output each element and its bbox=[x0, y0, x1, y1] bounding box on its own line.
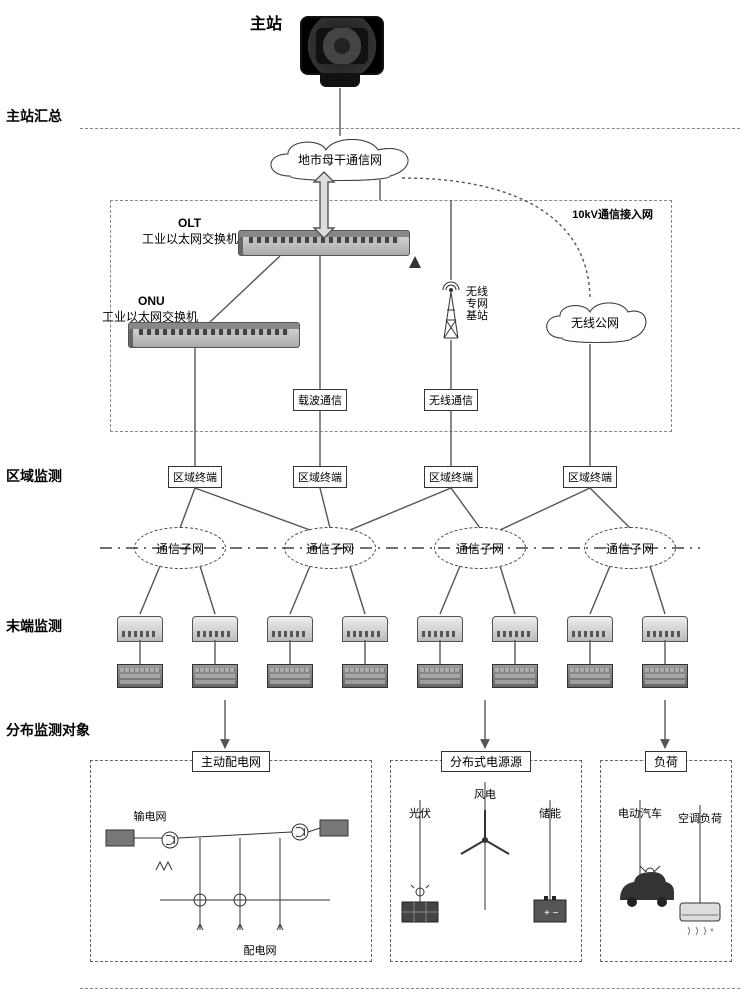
end-panel-3 bbox=[267, 664, 313, 688]
public-wireless-label: 无线公网 bbox=[571, 314, 619, 331]
area-terminal-3: 区域终端 bbox=[424, 466, 478, 488]
dist-grid-label: 配电网 bbox=[244, 942, 277, 958]
tx-grid-label: 输电网 bbox=[134, 808, 167, 824]
divider-1 bbox=[80, 128, 740, 129]
end-onu-3 bbox=[267, 616, 313, 642]
wireless-comm-box: 无线通信 bbox=[424, 389, 478, 411]
end-panel-4 bbox=[342, 664, 388, 688]
target-grid-title: 主动配电网 bbox=[192, 751, 270, 772]
backbone-label: 地市母干通信网 bbox=[298, 151, 382, 168]
backbone-cloud: 地市母干通信网 bbox=[260, 136, 420, 182]
carrier-comm-box: 载波通信 bbox=[293, 389, 347, 411]
end-onu-4 bbox=[342, 616, 388, 642]
wind-label: 风电 bbox=[474, 786, 496, 802]
access-net-title: 10kV通信接入网 bbox=[572, 206, 653, 222]
base-station-label: 无线 专网 基站 bbox=[466, 286, 488, 322]
area-terminal-2: 区域终端 bbox=[293, 466, 347, 488]
end-panel-1 bbox=[117, 664, 163, 688]
end-panel-6 bbox=[492, 664, 538, 688]
end-panel-5 bbox=[417, 664, 463, 688]
subnet-2: 通信子网 bbox=[284, 527, 376, 569]
layer-label-area: 区域监测 bbox=[6, 466, 62, 486]
ac-label: 空调负荷 bbox=[678, 810, 722, 826]
end-onu-6 bbox=[492, 616, 538, 642]
main-station-icon bbox=[300, 16, 380, 86]
olt-sublabel: 工业以太网交换机 bbox=[142, 230, 238, 247]
pv-label: 光伏 bbox=[409, 805, 431, 821]
layer-label-target: 分布监测对象 bbox=[6, 720, 90, 740]
target-dg-title: 分布式电源源 bbox=[441, 751, 531, 772]
main-station-title: 主站 bbox=[250, 10, 282, 34]
layer-label-main: 主站汇总 bbox=[6, 106, 62, 126]
end-onu-5 bbox=[417, 616, 463, 642]
public-wireless-cloud: 无线公网 bbox=[540, 300, 650, 344]
end-onu-7 bbox=[567, 616, 613, 642]
target-grid-box: 主动配电网 bbox=[90, 760, 372, 962]
olt-antenna-icon bbox=[410, 256, 420, 272]
storage-label: 储能 bbox=[539, 805, 561, 821]
target-load-box: 负荷 bbox=[600, 760, 732, 962]
onu-label: ONU bbox=[138, 294, 165, 308]
area-terminal-4: 区域终端 bbox=[563, 466, 617, 488]
ev-label: 电动汽车 bbox=[618, 805, 662, 821]
end-panel-2 bbox=[192, 664, 238, 688]
onu-switch-icon bbox=[128, 322, 300, 348]
layer-label-end: 末端监测 bbox=[6, 616, 62, 636]
target-load-title: 负荷 bbox=[645, 751, 687, 772]
subnet-1: 通信子网 bbox=[134, 527, 226, 569]
area-terminal-1: 区域终端 bbox=[168, 466, 222, 488]
end-onu-2 bbox=[192, 616, 238, 642]
olt-switch-icon bbox=[238, 230, 410, 256]
end-onu-1 bbox=[117, 616, 163, 642]
end-panel-8 bbox=[642, 664, 688, 688]
subnet-3: 通信子网 bbox=[434, 527, 526, 569]
base-station-tower-icon bbox=[440, 280, 462, 340]
divider-bottom bbox=[80, 988, 740, 989]
end-onu-8 bbox=[642, 616, 688, 642]
end-panel-7 bbox=[567, 664, 613, 688]
olt-label: OLT bbox=[178, 216, 201, 230]
subnet-4: 通信子网 bbox=[584, 527, 676, 569]
